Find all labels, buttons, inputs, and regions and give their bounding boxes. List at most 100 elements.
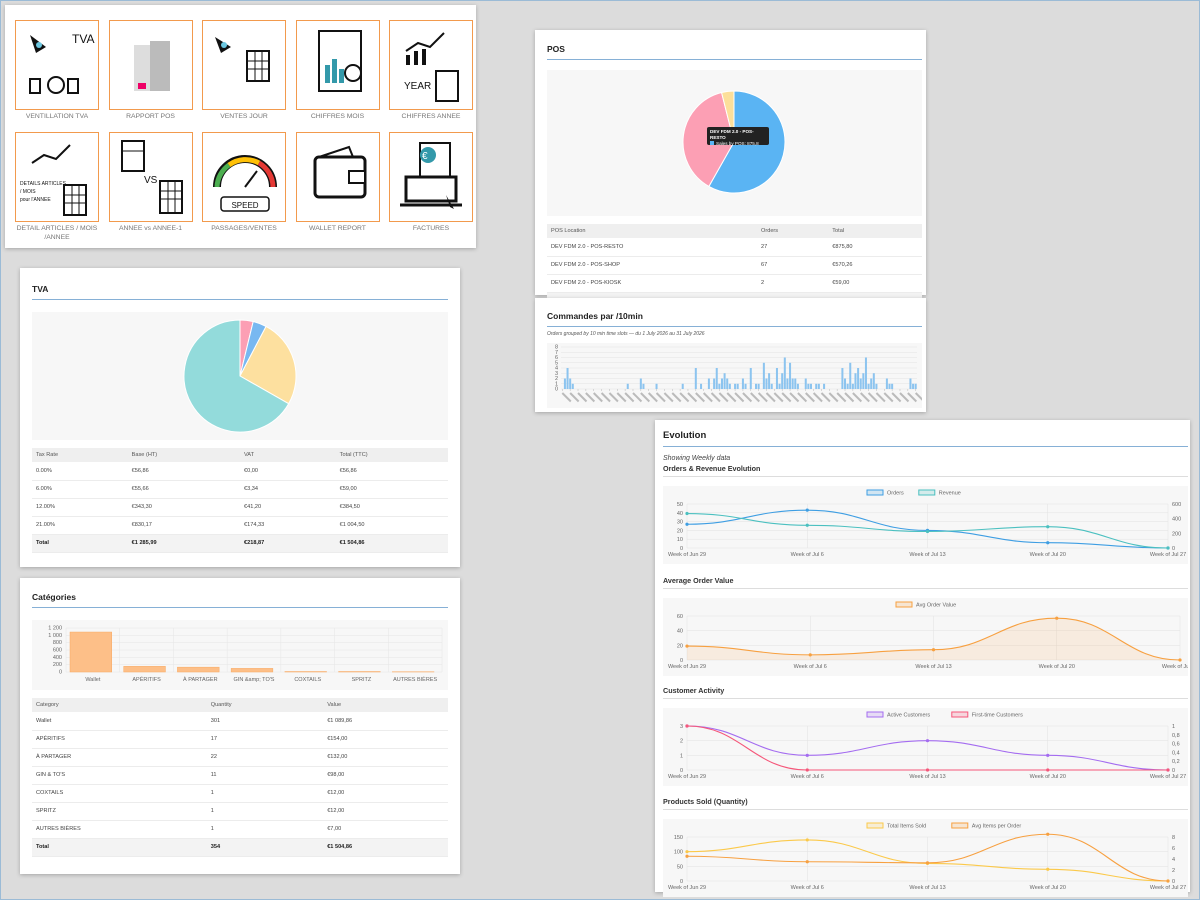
orders-bar[interactable] [872,373,875,389]
orders-bar[interactable] [796,383,799,389]
data-point[interactable] [685,522,689,526]
data-point[interactable] [805,508,809,512]
data-point[interactable] [925,768,930,772]
legend-label[interactable]: First-time Customers [972,713,1023,719]
orders-bar[interactable] [891,383,894,389]
data-point[interactable] [685,511,689,516]
data-point[interactable] [925,739,930,743]
orders-bar[interactable] [707,378,710,390]
data-point[interactable] [685,850,689,854]
data-point[interactable] [1166,879,1170,883]
orders-bar[interactable] [749,368,752,389]
orders-bar[interactable] [642,383,645,389]
orders-bar[interactable] [846,383,849,389]
orders-bar[interactable] [655,383,658,389]
data-point[interactable] [1046,525,1050,529]
category-bar[interactable] [123,666,166,673]
orders-bar[interactable] [864,357,867,390]
tile-detail-articles-mois-annee[interactable]: DETAILS ARTICLES / MOIS pour l'ANNEE [15,132,99,222]
data-point[interactable] [1178,658,1182,662]
orders-bar[interactable] [786,378,789,390]
orders-bar[interactable] [815,383,818,389]
orders-bar[interactable] [849,362,852,389]
data-point[interactable] [805,860,809,864]
orders-bar[interactable] [862,373,865,389]
data-point[interactable] [1046,768,1050,772]
orders-bar[interactable] [914,383,917,389]
orders-bar[interactable] [741,378,744,390]
data-point[interactable] [808,653,812,657]
data-point[interactable] [1055,616,1059,620]
orders-bar[interactable] [723,373,726,389]
orders-bar[interactable] [807,383,810,389]
orders-bar[interactable] [867,383,870,389]
orders-bar[interactable] [639,378,642,390]
orders-bar[interactable] [857,368,860,389]
orders-bar[interactable] [770,383,773,389]
orders-bar[interactable] [851,383,854,389]
data-point[interactable] [805,838,809,842]
orders-bar[interactable] [823,383,826,389]
orders-bar[interactable] [844,378,847,390]
tile-ventes-jour[interactable] [202,20,286,110]
data-point[interactable] [685,854,689,858]
orders-bar[interactable] [870,378,873,390]
data-point[interactable] [805,523,809,527]
orders-bar[interactable] [888,383,891,389]
data-point[interactable] [805,768,809,772]
legend-label[interactable]: Orders [887,491,904,497]
legend-swatch[interactable] [866,822,884,829]
orders-bar[interactable] [778,383,781,389]
orders-bar[interactable] [755,383,758,389]
data-point[interactable] [685,724,689,728]
orders-bar[interactable] [885,378,888,390]
legend-swatch[interactable] [951,711,969,718]
orders-bar[interactable] [626,383,629,389]
orders-bar[interactable] [762,362,765,389]
legend-swatch[interactable] [866,489,884,496]
orders-bar[interactable] [783,357,786,390]
tile-wallet-report[interactable] [295,132,380,222]
orders-bar[interactable] [765,378,768,390]
orders-bar[interactable] [912,383,915,389]
orders-bar[interactable] [859,378,862,390]
legend-swatch[interactable] [951,822,969,829]
legend-label[interactable]: Active Customers [887,713,930,719]
data-point[interactable] [1166,546,1170,550]
orders-bar[interactable] [734,383,737,389]
data-point[interactable] [1046,867,1050,871]
orders-bar[interactable] [909,378,912,390]
category-bar[interactable] [230,668,274,673]
orders-bar[interactable] [736,383,739,389]
data-point[interactable] [931,648,936,652]
tile-passages-ventes[interactable]: SPEED [202,132,286,222]
orders-bar[interactable] [713,378,716,390]
data-point[interactable] [1166,768,1170,772]
orders-bar[interactable] [875,383,878,389]
data-point[interactable] [805,753,809,757]
orders-bar[interactable] [817,383,820,389]
data-point[interactable] [1046,541,1050,545]
orders-bar[interactable] [563,378,566,390]
data-point[interactable] [925,529,930,534]
orders-bar[interactable] [757,383,760,389]
orders-bar[interactable] [720,378,723,390]
legend-label[interactable]: Total Items Sold [887,824,926,830]
orders-bar[interactable] [744,383,747,389]
orders-bar[interactable] [566,368,569,389]
orders-bar[interactable] [809,383,812,389]
tile-annee-vs-annee-1[interactable]: VS [108,132,193,222]
tile-chiffres-annee[interactable]: YEAR [389,20,473,110]
legend-label[interactable]: Avg Order Value [916,603,956,609]
orders-bar[interactable] [715,368,718,389]
orders-bar[interactable] [571,383,574,389]
tile-chiffres-mois[interactable] [295,20,380,110]
category-bar[interactable] [69,631,112,673]
legend-swatch[interactable] [866,711,884,718]
orders-bar[interactable] [728,383,731,389]
tile-rapport-pos[interactable] [108,20,193,110]
orders-bar[interactable] [841,368,844,389]
legend-label[interactable]: Revenue [939,491,961,497]
data-point[interactable] [1046,832,1050,836]
orders-bar[interactable] [726,378,729,390]
